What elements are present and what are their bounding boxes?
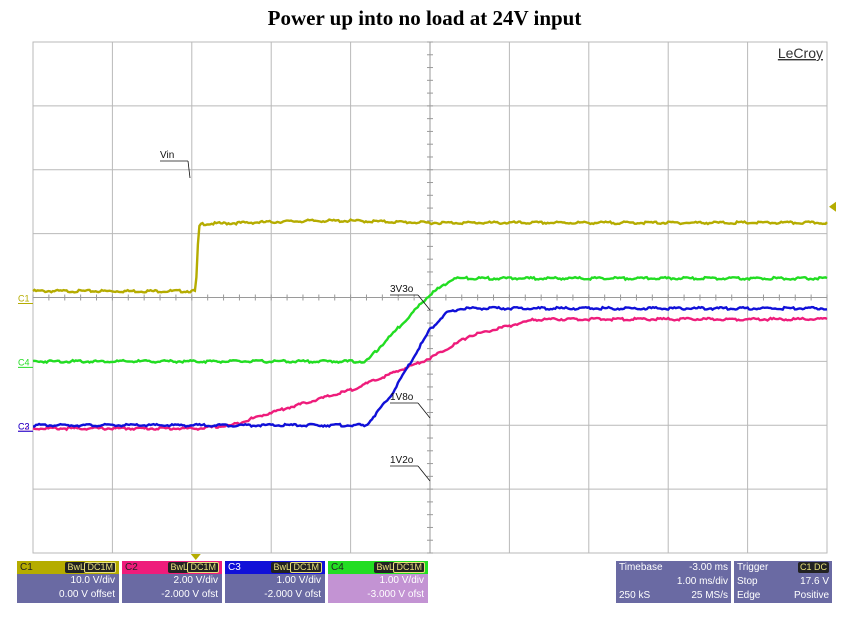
bandwidth-limit-tag: BwL [65,562,87,573]
channel-scale: 1.00 V/div [276,575,321,586]
trigger-level: 17.6 V [800,576,829,587]
trigger-slope: Positive [793,590,829,601]
channel-id: C1 [20,562,33,573]
channel-panel-c1[interactable]: C1 BwL DC1M 10.0 V/div 0.00 V offset [17,561,119,603]
channel-marker-c1: C1 [18,294,30,304]
bandwidth-limit-tag: BwL [271,562,293,573]
channel-offset: -3.000 V ofst [367,589,424,600]
trace-label: 1V2o [390,455,414,466]
sample-count: 250 kS [619,590,651,601]
channel-offset: -2.000 V ofst [264,589,321,600]
trace-label: Vin [160,150,174,161]
timebase-delay: -3.00 ms [689,562,728,573]
trigger-label: Trigger [737,562,769,573]
trace-c4 [32,275,828,365]
channel-panel-c2[interactable]: C2 BwL DC1M 2.00 V/div -2.000 V ofst [122,561,222,603]
timebase-scale: 1.00 ms/div [676,576,728,587]
channel-marker-c4: C4 [18,357,30,367]
trigger-type: Edge [737,590,761,601]
channel-panel-c3[interactable]: C3 BwL DC1M 1.00 V/div -2.000 V ofst [225,561,325,603]
bandwidth-limit-tag: BwL [168,562,190,573]
trace-c2 [32,316,828,432]
sample-rate: 25 MS/s [691,590,728,601]
channel-id: C4 [331,562,344,573]
timebase-panel[interactable]: Timebase -3.00 ms 1.00 ms/div 250 kS 25 … [616,561,731,603]
trace-label: 1V8o [390,392,414,403]
timebase-label: Timebase [619,562,663,573]
bandwidth-limit-tag: BwL [374,562,396,573]
coupling-tag: DC1M [290,562,322,573]
label-leader [417,402,431,419]
channel-offset: -2.000 V ofst [161,589,218,600]
trigger-position-marker [190,554,201,560]
trigger-source-tag: C1 DC [797,562,829,573]
trigger-level-marker [829,201,836,212]
channel-scale: 2.00 V/div [173,575,218,586]
label-leader [187,160,191,179]
label-leader [417,465,431,482]
channel-offset: 0.00 V offset [59,589,115,600]
channel-scale: 1.00 V/div [379,575,424,586]
channel-marker-c3: C3 [18,421,30,431]
channel-scale: 10.0 V/div [70,575,115,586]
coupling-tag: DC1M [187,562,219,573]
coupling-tag: DC1M [393,562,425,573]
channel-marker-c2: C2 [18,421,30,431]
channel-id: C3 [228,562,241,573]
trigger-panel[interactable]: Trigger C1 DC Stop 17.6 V Edge Positive [734,561,832,603]
trace-c1 [32,218,828,294]
brand-logo: LeCroy [778,45,823,61]
trigger-mode: Stop [737,576,758,587]
coupling-tag: DC1M [84,562,116,573]
channel-id: C2 [125,562,138,573]
chart-title: Power up into no load at 24V input [267,6,582,30]
channel-panel-c4[interactable]: C4 BwL DC1M 1.00 V/div -3.000 V ofst [328,561,428,603]
label-leader [417,294,431,311]
trace-label: 3V3o [390,284,414,295]
trace-c3 [32,305,828,429]
